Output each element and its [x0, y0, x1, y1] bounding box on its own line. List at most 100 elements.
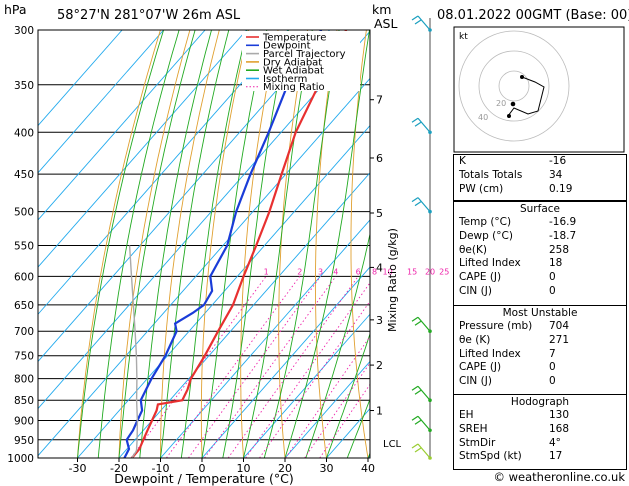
- indices-table: K -16 Totals Totals 34 PW (cm) 0.19: [453, 154, 627, 201]
- surface-row: Temp (°C) -16.9: [454, 216, 626, 230]
- mixing-ratio-label: 2: [297, 267, 302, 276]
- surface-label: Dewp (°C): [459, 229, 513, 242]
- hodograph-storm-point: [510, 101, 516, 107]
- wind-barb-feather: [411, 316, 419, 322]
- hodograph-row: StmSpd (kt) 17: [454, 450, 626, 464]
- pressure-tick-label: 900: [14, 416, 34, 428]
- wind-barb-feather: [414, 320, 422, 326]
- wind-barb: [417, 415, 431, 431]
- temperature-tick-label: 30: [320, 462, 334, 475]
- temperature-tick-label: 20: [278, 462, 292, 475]
- unstable-label: CIN (J): [459, 375, 492, 388]
- wind-barb-feather: [411, 15, 419, 21]
- isotherm-line: [38, 30, 123, 127]
- dry-adiabat-line: [314, 30, 338, 458]
- pressure-tick-label: 700: [14, 326, 34, 338]
- asl-unit: ASL: [374, 16, 398, 31]
- wet-adiabat-line: [77, 30, 165, 458]
- unstable-row: CAPE (J) 0: [454, 361, 626, 375]
- isotherm-line: [77, 124, 370, 458]
- wet-adiabat-line: [284, 30, 370, 458]
- surface-label: θe(K): [459, 243, 487, 256]
- plot-frame: [37, 29, 371, 459]
- hodograph-value: 168: [549, 422, 570, 435]
- pressure-tick-label: 350: [14, 80, 34, 92]
- wet-adiabat-line: [305, 232, 370, 458]
- hodograph-kt-label: kt: [459, 32, 468, 42]
- index-row: K -16: [454, 155, 626, 169]
- hodograph-ring: [458, 30, 570, 142]
- wet-adiabat-line: [160, 30, 230, 458]
- datetime-title: 08.01.2022 00GMT (Base: 00): [437, 8, 629, 23]
- mixing-ratio-line: [259, 300, 370, 458]
- index-row: PW (cm) 0.19: [454, 183, 626, 197]
- wind-barb: [417, 385, 431, 401]
- dry-adiabat-line: [200, 30, 250, 458]
- dry-adiabat-line: [118, 30, 191, 458]
- wind-barb: [417, 15, 431, 31]
- temperature-tick-label: -30: [69, 462, 87, 475]
- pressure-tick-label: 1000: [7, 453, 34, 465]
- wind-barb: [417, 197, 431, 212]
- unstable-row: Lifted Index 7: [454, 348, 626, 362]
- mixing-ratio-line: [245, 282, 370, 458]
- wind-barb-feather: [414, 19, 422, 25]
- wind-barb-feather: [411, 117, 419, 123]
- surface-table: Surface Temp (°C) -16.9 Dewp (°C) -18.7 θe(K…: [453, 201, 627, 307]
- wet-adiabat-line: [243, 30, 313, 458]
- mixing-ratio-label: 10: [383, 267, 393, 276]
- index-label: PW (cm): [459, 182, 504, 195]
- hodograph-ring-label: 40: [478, 113, 488, 122]
- wind-barb: [417, 117, 431, 133]
- unstable-label: θe (K): [459, 333, 491, 346]
- hodograph-table: Hodograph EH 130 SREH 168 StmDir 4° StmSpd (kt…: [453, 394, 627, 470]
- isotherm-line: [38, 77, 370, 457]
- surface-label: CAPE (J): [459, 271, 502, 284]
- wind-barb-feather: [411, 443, 419, 449]
- pressure-unit: hPa: [4, 2, 27, 17]
- wind-barb-feather: [414, 121, 422, 127]
- hodograph-point: [520, 75, 524, 79]
- temperature-tick-label: 40: [361, 462, 375, 475]
- isotherm-line: [38, 30, 247, 268]
- mixing-ratio-label: 25: [439, 267, 449, 276]
- pressure-tick-label: 850: [14, 395, 34, 407]
- surface-title: Surface: [519, 203, 560, 215]
- isotherm-line: [284, 360, 370, 458]
- surface-row: CAPE (J) 0: [454, 271, 626, 285]
- mixing-ratio-label: 1: [264, 267, 269, 276]
- hodograph-row: SREH 168: [454, 423, 626, 437]
- wet-adiabat-line: [139, 30, 212, 458]
- pressure-tick-label: 500: [14, 207, 34, 219]
- mixing-ratio-label: 4: [333, 267, 338, 276]
- isotherm-line: [38, 30, 164, 174]
- hodograph-label: StmDir: [459, 436, 496, 449]
- pressure-tick-label: 950: [14, 435, 34, 447]
- km-tick-label: 1: [376, 405, 383, 418]
- surface-row: Dewp (°C) -18.7: [454, 230, 626, 244]
- wind-barb-feather: [411, 415, 419, 421]
- legend-label: Mixing Ratio: [263, 82, 325, 93]
- wind-barb-feather: [411, 385, 419, 391]
- unstable-table: Most Unstable Pressure (mb) 704 θe (K) 271 L…: [453, 305, 627, 397]
- wet-adiabat-line: [326, 332, 370, 458]
- km-tick-label: 4: [376, 261, 383, 274]
- wind-barb-feather: [414, 419, 422, 425]
- surface-value: 0: [549, 284, 556, 297]
- mixing-ratio-line: [304, 362, 370, 458]
- km-unit: km: [372, 2, 392, 17]
- index-row: Totals Totals 34: [454, 169, 626, 183]
- mixing-ratio-label: 15: [407, 267, 417, 276]
- wind-barb-feather: [414, 447, 422, 453]
- wet-adiabat-line: [118, 30, 196, 458]
- wind-barb-feather: [414, 201, 422, 207]
- surface-row: Lifted Index 18: [454, 257, 626, 271]
- legend-label: Wet Adiabat: [263, 66, 324, 77]
- mixing-ratio-label: 3: [318, 267, 323, 276]
- x-axis-label: Dewpoint / Temperature (°C): [114, 471, 293, 486]
- index-label: K: [459, 155, 466, 167]
- wet-adiabat-line: [346, 397, 370, 458]
- pressure-tick-label: 650: [14, 300, 34, 312]
- dry-adiabat-line: [77, 30, 161, 458]
- legend-label: Temperature: [262, 32, 326, 43]
